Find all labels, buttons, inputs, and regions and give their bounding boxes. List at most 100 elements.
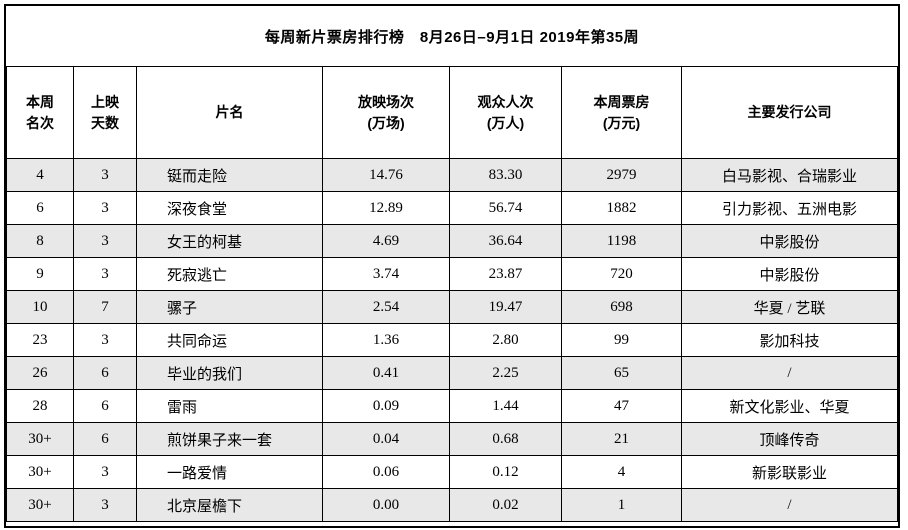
cell-distributor: 新文化影业、华夏 [681, 389, 898, 423]
cell-film-title: 毕业的我们 [136, 356, 323, 390]
col-header-screenings: 放映场次 (万场) [322, 66, 450, 159]
cell-admissions: 2.25 [449, 356, 562, 390]
cell-screenings: 0.41 [322, 356, 450, 390]
cell-days: 3 [73, 323, 137, 357]
cell-admissions: 1.44 [449, 389, 562, 423]
cell-rank: 6 [6, 191, 74, 225]
cell-film-title: 铤而走险 [136, 158, 323, 192]
col-header-distributor: 主要发行公司 [681, 66, 898, 159]
col-header-days: 上映 天数 [73, 66, 137, 159]
cell-box-office: 1198 [561, 224, 682, 258]
weekly-box-office-table: 本周 名次 上映 天数 片名 放映场次 (万场) 观众人次 (万人) 本周票房 … [6, 66, 898, 522]
ranking-table-frame: 每周新片票房排行榜 8月26日–9月1日 2019年第35周 本周 名次 上映 … [4, 4, 900, 528]
cell-days: 3 [73, 455, 137, 489]
cell-film-title: 一路爱情 [136, 455, 323, 489]
cell-film-title: 共同命运 [136, 323, 323, 357]
cell-days: 6 [73, 356, 137, 390]
cell-screenings: 0.09 [322, 389, 450, 423]
cell-box-office: 47 [561, 389, 682, 423]
cell-distributor: / [681, 356, 898, 390]
cell-admissions: 2.80 [449, 323, 562, 357]
cell-rank: 30+ [6, 422, 74, 456]
cell-film-title: 女王的柯基 [136, 224, 323, 258]
cell-film-title: 北京屋檐下 [136, 488, 323, 522]
cell-admissions: 0.68 [449, 422, 562, 456]
table-row: 23 3 共同命运 1.36 2.80 99 影加科技 [6, 323, 898, 357]
cell-screenings: 1.36 [322, 323, 450, 357]
cell-screenings: 0.04 [322, 422, 450, 456]
table-row: 9 3 死寂逃亡 3.74 23.87 720 中影股份 [6, 257, 898, 291]
cell-rank: 23 [6, 323, 74, 357]
cell-screenings: 0.00 [322, 488, 450, 522]
cell-days: 3 [73, 257, 137, 291]
col-header-rank: 本周 名次 [6, 66, 74, 159]
cell-box-office: 4 [561, 455, 682, 489]
cell-screenings: 4.69 [322, 224, 450, 258]
cell-days: 7 [73, 290, 137, 324]
cell-days: 3 [73, 191, 137, 225]
table-row: 4 3 铤而走险 14.76 83.30 2979 白马影视、合瑞影业 [6, 158, 898, 192]
col-header-box-office: 本周票房 (万元) [561, 66, 682, 159]
cell-admissions: 36.64 [449, 224, 562, 258]
cell-rank: 10 [6, 290, 74, 324]
cell-film-title: 煎饼果子来一套 [136, 422, 323, 456]
table-row: 26 6 毕业的我们 0.41 2.25 65 / [6, 356, 898, 390]
table-row: 28 6 雷雨 0.09 1.44 47 新文化影业、华夏 [6, 389, 898, 423]
cell-admissions: 83.30 [449, 158, 562, 192]
cell-days: 6 [73, 422, 137, 456]
cell-distributor: 华夏 / 艺联 [681, 290, 898, 324]
cell-days: 6 [73, 389, 137, 423]
table-row: 30+ 3 一路爱情 0.06 0.12 4 新影联影业 [6, 455, 898, 489]
cell-admissions: 56.74 [449, 191, 562, 225]
cell-rank: 9 [6, 257, 74, 291]
cell-box-office: 698 [561, 290, 682, 324]
cell-distributor: 新影联影业 [681, 455, 898, 489]
cell-screenings: 2.54 [322, 290, 450, 324]
table-row: 10 7 骡子 2.54 19.47 698 华夏 / 艺联 [6, 290, 898, 324]
cell-screenings: 12.89 [322, 191, 450, 225]
table-row: 30+ 6 煎饼果子来一套 0.04 0.68 21 顶峰传奇 [6, 422, 898, 456]
cell-screenings: 14.76 [322, 158, 450, 192]
cell-screenings: 0.06 [322, 455, 450, 489]
cell-box-office: 99 [561, 323, 682, 357]
cell-admissions: 23.87 [449, 257, 562, 291]
cell-film-title: 雷雨 [136, 389, 323, 423]
cell-distributor: 影加科技 [681, 323, 898, 357]
cell-screenings: 3.74 [322, 257, 450, 291]
cell-box-office: 2979 [561, 158, 682, 192]
col-header-admissions: 观众人次 (万人) [449, 66, 562, 159]
cell-distributor: 中影股份 [681, 224, 898, 258]
cell-days: 3 [73, 158, 137, 192]
cell-box-office: 1882 [561, 191, 682, 225]
cell-box-office: 65 [561, 356, 682, 390]
cell-rank: 28 [6, 389, 74, 423]
cell-rank: 30+ [6, 488, 74, 522]
cell-box-office: 720 [561, 257, 682, 291]
cell-distributor: 顶峰传奇 [681, 422, 898, 456]
col-header-film: 片名 [136, 66, 323, 159]
cell-rank: 26 [6, 356, 74, 390]
page-title: 每周新片票房排行榜 8月26日–9月1日 2019年第35周 [264, 28, 640, 46]
cell-rank: 30+ [6, 455, 74, 489]
cell-admissions: 0.02 [449, 488, 562, 522]
cell-distributor: 中影股份 [681, 257, 898, 291]
cell-film-title: 死寂逃亡 [136, 257, 323, 291]
cell-distributor: 引力影视、五洲电影 [681, 191, 898, 225]
table-row: 8 3 女王的柯基 4.69 36.64 1198 中影股份 [6, 224, 898, 258]
cell-days: 3 [73, 224, 137, 258]
table-row: 6 3 深夜食堂 12.89 56.74 1882 引力影视、五洲电影 [6, 191, 898, 225]
cell-rank: 8 [6, 224, 74, 258]
cell-days: 3 [73, 488, 137, 522]
cell-distributor: / [681, 488, 898, 522]
cell-rank: 4 [6, 158, 74, 192]
table-row: 30+ 3 北京屋檐下 0.00 0.02 1 / [6, 488, 898, 522]
cell-admissions: 0.12 [449, 455, 562, 489]
cell-box-office: 21 [561, 422, 682, 456]
table-header-row: 本周 名次 上映 天数 片名 放映场次 (万场) 观众人次 (万人) 本周票房 … [6, 66, 898, 159]
cell-film-title: 骡子 [136, 290, 323, 324]
cell-box-office: 1 [561, 488, 682, 522]
cell-admissions: 19.47 [449, 290, 562, 324]
cell-film-title: 深夜食堂 [136, 191, 323, 225]
cell-distributor: 白马影视、合瑞影业 [681, 158, 898, 192]
